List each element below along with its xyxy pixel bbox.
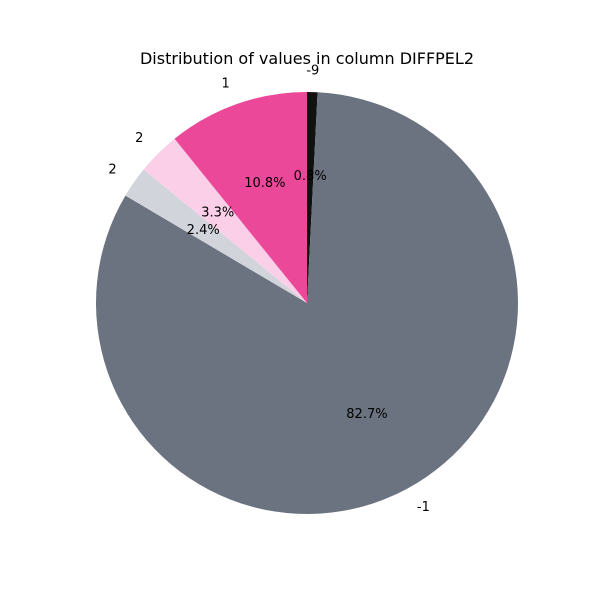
pie-slice-2 — [125, 169, 308, 303]
pie-slice-3 — [143, 138, 307, 303]
slice-percent-label-0: 0.8% — [294, 169, 327, 184]
slice-percent-label-3: 3.3% — [201, 206, 234, 221]
slice-label-4: 1 — [221, 77, 229, 92]
pie-slice-labels: -9 -1 2 2 1 — [108, 63, 429, 514]
chart-title: Distribution of values in column DIFFPEL… — [140, 49, 474, 68]
pie-slices — [96, 92, 518, 514]
slice-label-3: 2 — [135, 131, 143, 146]
pie-slice-1 — [96, 92, 518, 514]
slice-label-1: -1 — [417, 500, 430, 515]
pie-percent-labels: 0.8% 82.7% 2.4% 3.3% 10.8% — [187, 169, 388, 422]
slice-percent-label-1: 82.7% — [346, 407, 387, 422]
slice-label-0: -9 — [306, 63, 319, 78]
slice-percent-label-2: 2.4% — [187, 223, 220, 238]
pie-slice-0 — [307, 92, 318, 303]
pie-slice-4 — [174, 92, 307, 303]
slice-label-2: 2 — [108, 163, 116, 178]
slice-percent-label-4: 10.8% — [244, 176, 285, 191]
